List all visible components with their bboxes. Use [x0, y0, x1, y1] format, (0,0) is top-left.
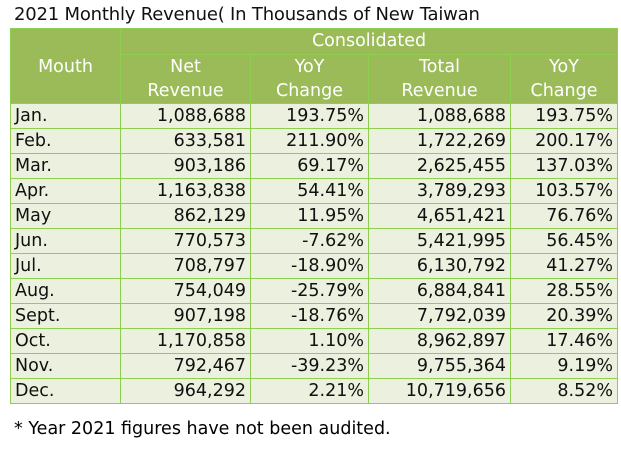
header-line: Total — [419, 57, 460, 77]
net-yoy-cell: 54.41% — [250, 178, 369, 204]
net-revenue-cell: 1,163,838 — [120, 178, 251, 204]
net-revenue-cell: 792,467 — [120, 353, 251, 379]
table-row: Nov. 792,467 -39.23% 9,755,364 9.19% — [10, 353, 619, 379]
total-revenue-cell: 9,755,364 — [368, 353, 511, 379]
header-line: Change — [275, 81, 343, 101]
total-revenue-cell: 5,421,995 — [368, 228, 511, 254]
header-total-revenue: Total Revenue — [368, 54, 511, 104]
net-revenue-cell: 633,581 — [120, 128, 251, 154]
total-revenue-cell: 8,962,897 — [368, 328, 511, 354]
total-yoy-cell: 200.17% — [509, 128, 619, 154]
total-yoy-cell: 76.76% — [509, 203, 619, 229]
net-revenue-cell: 907,198 — [120, 303, 251, 329]
table-row: Jul. 708,797 -18.90% 6,130,792 41.27% — [10, 253, 619, 279]
table-row: Jan. 1,088,688 193.75% 1,088,688 193.75% — [10, 103, 619, 129]
header-net-yoy: YoY Change — [250, 54, 369, 104]
month-cell: Jul. — [10, 253, 121, 279]
total-revenue-cell: 1,088,688 — [368, 103, 511, 129]
month-cell: Feb. — [10, 128, 121, 154]
net-yoy-cell: -25.79% — [250, 278, 369, 304]
month-cell: Aug. — [10, 278, 121, 304]
table-row: May 862,129 11.95% 4,651,421 76.76% — [10, 203, 619, 229]
total-yoy-cell: 137.03% — [509, 153, 619, 179]
header-line: Revenue — [401, 81, 478, 101]
header-net-revenue: Net Revenue — [120, 54, 251, 104]
table-row: Feb. 633,581 211.90% 1,722,269 200.17% — [10, 128, 619, 154]
total-yoy-cell: 9.19% — [509, 353, 619, 379]
total-yoy-cell: 17.46% — [509, 328, 619, 354]
total-revenue-cell: 4,651,421 — [368, 203, 511, 229]
net-revenue-cell: 770,573 — [120, 228, 251, 254]
table-row: Dec. 964,292 2.21% 10,719,656 8.52% — [10, 378, 619, 404]
header-consolidated: Consolidated — [119, 28, 619, 55]
net-yoy-cell: -39.23% — [250, 353, 369, 379]
net-revenue-cell: 1,088,688 — [120, 103, 251, 129]
header-month: Mouth — [10, 28, 121, 104]
monthly-revenue-table: Mouth Consolidated Net Revenue YoY Change … — [10, 28, 619, 404]
month-cell: Mar. — [10, 153, 121, 179]
table-row: Apr. 1,163,838 54.41% 3,789,293 103.57% — [10, 178, 619, 204]
footnote: * Year 2021 figures have not been audite… — [14, 419, 391, 439]
total-yoy-cell: 193.75% — [509, 103, 619, 129]
total-yoy-cell: 28.55% — [509, 278, 619, 304]
net-yoy-cell: 11.95% — [250, 203, 369, 229]
total-revenue-cell: 10,719,656 — [368, 378, 511, 404]
header-total-yoy: YoY Change — [509, 54, 619, 104]
net-yoy-cell: 2.21% — [250, 378, 369, 404]
total-revenue-cell: 1,722,269 — [368, 128, 511, 154]
total-yoy-cell: 8.52% — [509, 378, 619, 404]
net-yoy-cell: -7.62% — [250, 228, 369, 254]
table-title: 2021 Monthly Revenue( In Thousands of Ne… — [14, 4, 480, 25]
total-revenue-cell: 6,884,841 — [368, 278, 511, 304]
table-row: Oct. 1,170,858 1.10% 8,962,897 17.46% — [10, 328, 619, 354]
table-row: Sept. 907,198 -18.76% 7,792,039 20.39% — [10, 303, 619, 329]
header-line: Change — [530, 81, 598, 101]
header-line: Revenue — [147, 81, 224, 101]
total-yoy-cell: 103.57% — [509, 178, 619, 204]
net-revenue-cell: 964,292 — [120, 378, 251, 404]
header-line: YoY — [549, 57, 579, 77]
net-revenue-cell: 1,170,858 — [120, 328, 251, 354]
header-line: Net — [170, 57, 201, 77]
table-row: Jun. 770,573 -7.62% 5,421,995 56.45% — [10, 228, 619, 254]
net-yoy-cell: 193.75% — [250, 103, 369, 129]
month-cell: Nov. — [10, 353, 121, 379]
total-yoy-cell: 20.39% — [509, 303, 619, 329]
month-cell: Jan. — [10, 103, 121, 129]
net-yoy-cell: 69.17% — [250, 153, 369, 179]
month-cell: Sept. — [10, 303, 121, 329]
total-yoy-cell: 56.45% — [509, 228, 619, 254]
net-yoy-cell: 1.10% — [250, 328, 369, 354]
total-revenue-cell: 2,625,455 — [368, 153, 511, 179]
net-revenue-cell: 754,049 — [120, 278, 251, 304]
total-revenue-cell: 6,130,792 — [368, 253, 511, 279]
month-cell: Apr. — [10, 178, 121, 204]
month-cell: Dec. — [10, 378, 121, 404]
total-revenue-cell: 7,792,039 — [368, 303, 511, 329]
net-revenue-cell: 862,129 — [120, 203, 251, 229]
month-cell: Jun. — [10, 228, 121, 254]
table-row: Mar. 903,186 69.17% 2,625,455 137.03% — [10, 153, 619, 179]
net-yoy-cell: -18.76% — [250, 303, 369, 329]
month-cell: May — [10, 203, 121, 229]
net-revenue-cell: 903,186 — [120, 153, 251, 179]
total-yoy-cell: 41.27% — [509, 253, 619, 279]
month-cell: Oct. — [10, 328, 121, 354]
net-yoy-cell: -18.90% — [250, 253, 369, 279]
header-line: YoY — [294, 57, 325, 77]
total-revenue-cell: 3,789,293 — [368, 178, 511, 204]
net-revenue-cell: 708,797 — [120, 253, 251, 279]
net-yoy-cell: 211.90% — [250, 128, 369, 154]
table-row: Aug. 754,049 -25.79% 6,884,841 28.55% — [10, 278, 619, 304]
